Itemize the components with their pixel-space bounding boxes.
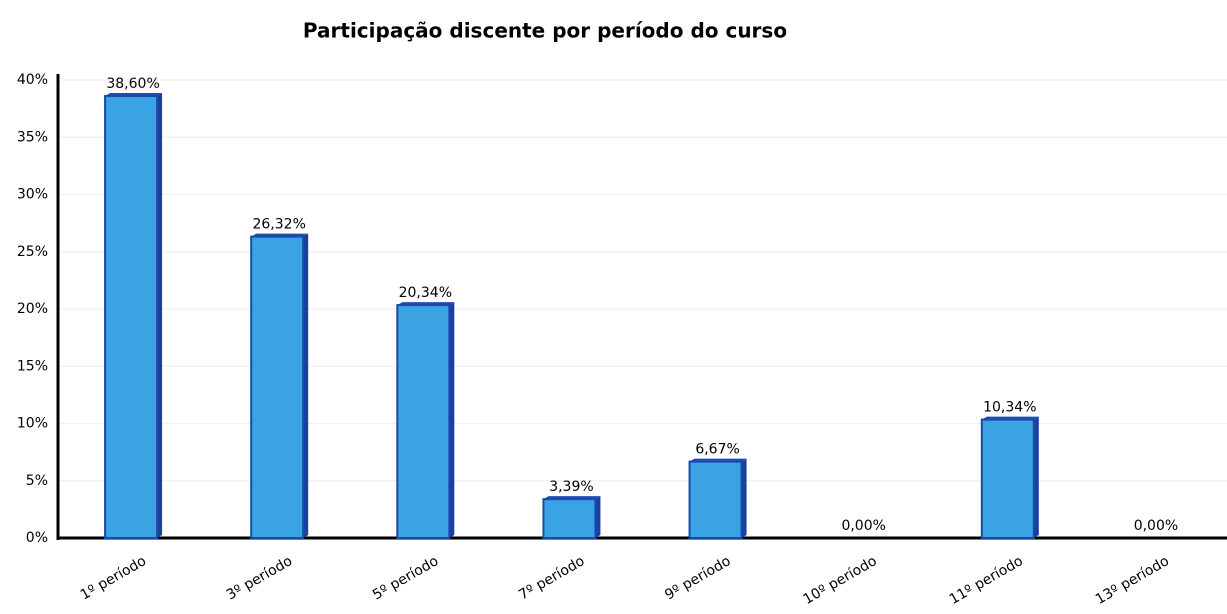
y-tick-label: 5% — [26, 473, 48, 489]
x-tick-label: 9º período — [662, 553, 733, 603]
bar-side — [449, 302, 455, 538]
y-tick-label: 0% — [26, 530, 48, 546]
bar — [250, 235, 305, 540]
bar — [104, 95, 159, 539]
bar — [396, 304, 451, 539]
bar-side — [595, 496, 601, 538]
bar — [688, 460, 743, 540]
y-tick-label: 30% — [17, 187, 48, 203]
value-label: 38,60% — [106, 76, 159, 92]
y-tick-label: 20% — [17, 301, 48, 317]
bar-side — [157, 93, 163, 538]
value-label: 6,67% — [695, 442, 739, 458]
value-label: 0,00% — [1134, 518, 1178, 534]
chart-title: Participação discente por período do cur… — [303, 19, 787, 43]
bar — [542, 498, 597, 540]
x-tick-label: 1º período — [78, 553, 149, 603]
value-label: 26,32% — [252, 217, 305, 233]
value-label: 3,39% — [549, 479, 593, 495]
y-tick-label: 25% — [17, 244, 48, 260]
value-label: 20,34% — [399, 285, 452, 301]
x-tick-label: 5º período — [370, 553, 441, 603]
x-tick-label: 11º período — [947, 553, 1026, 608]
x-tick-label: 10º período — [801, 553, 880, 608]
bar-side — [741, 458, 747, 538]
y-tick-label: 10% — [17, 416, 48, 432]
bar — [980, 418, 1035, 539]
y-tick-label: 15% — [17, 358, 48, 374]
x-tick-label: 3º período — [224, 553, 295, 603]
bar-side — [303, 233, 309, 539]
x-tick-label: 13º período — [1093, 553, 1172, 608]
value-label: 0,00% — [841, 518, 885, 534]
y-tick-label: 40% — [17, 72, 48, 88]
value-label: 10,34% — [983, 400, 1036, 416]
y-tick-label: 35% — [17, 129, 48, 145]
x-tick-label: 7º período — [516, 553, 587, 603]
bar-side — [1033, 416, 1039, 538]
